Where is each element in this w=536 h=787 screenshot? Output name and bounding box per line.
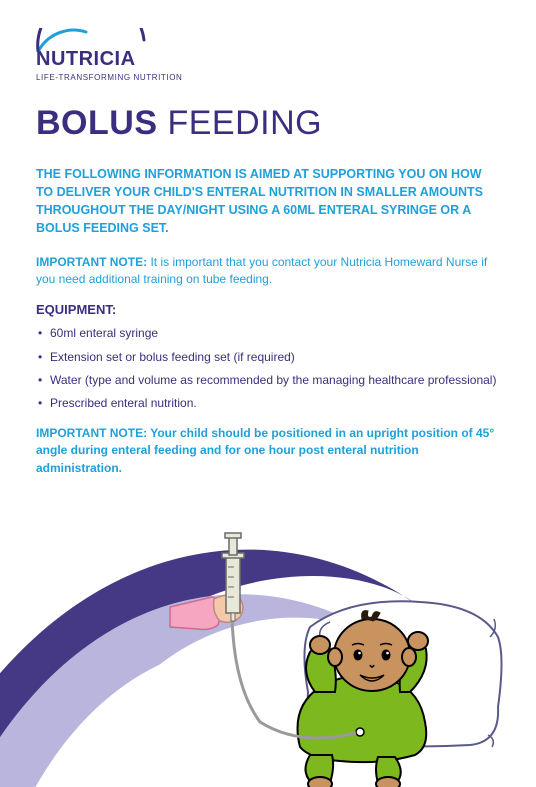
title-light: FEEDING — [158, 104, 323, 142]
lead-paragraph: THE FOLLOWING INFORMATION IS AIMED AT SU… — [36, 165, 500, 238]
important-note-1: IMPORTANT NOTE: It is important that you… — [36, 254, 500, 289]
pillow-icon — [304, 601, 501, 747]
feeding-tube-icon — [232, 617, 356, 738]
brand-tagline: LIFE-TRANSFORMING NUTRITION — [36, 73, 500, 82]
feeding-illustration — [0, 487, 536, 787]
list-item: Prescribed enteral nutrition. — [36, 395, 500, 412]
list-item: 60ml enteral syringe — [36, 325, 500, 342]
equipment-heading: EQUIPMENT: — [36, 302, 500, 317]
hand-syringe-icon — [170, 533, 244, 630]
brand-logo: NUTRICIA LIFE-TRANSFORMING NUTRITION — [36, 28, 500, 82]
baby-icon — [298, 611, 429, 787]
note1-label: IMPORTANT NOTE: — [36, 255, 147, 269]
title-bold: BOLUS — [36, 104, 158, 142]
list-item: Extension set or bolus feeding set (if r… — [36, 349, 500, 366]
list-item: Water (type and volume as recommended by… — [36, 372, 500, 389]
important-note-2: IMPORTANT NOTE: Your child should be pos… — [36, 425, 500, 477]
page-title: BOLUS FEEDING — [36, 104, 500, 143]
note2-label: IMPORTANT NOTE: — [36, 426, 147, 440]
logo-arc-icon — [36, 28, 500, 48]
equipment-list: 60ml enteral syringe Extension set or bo… — [36, 325, 500, 413]
